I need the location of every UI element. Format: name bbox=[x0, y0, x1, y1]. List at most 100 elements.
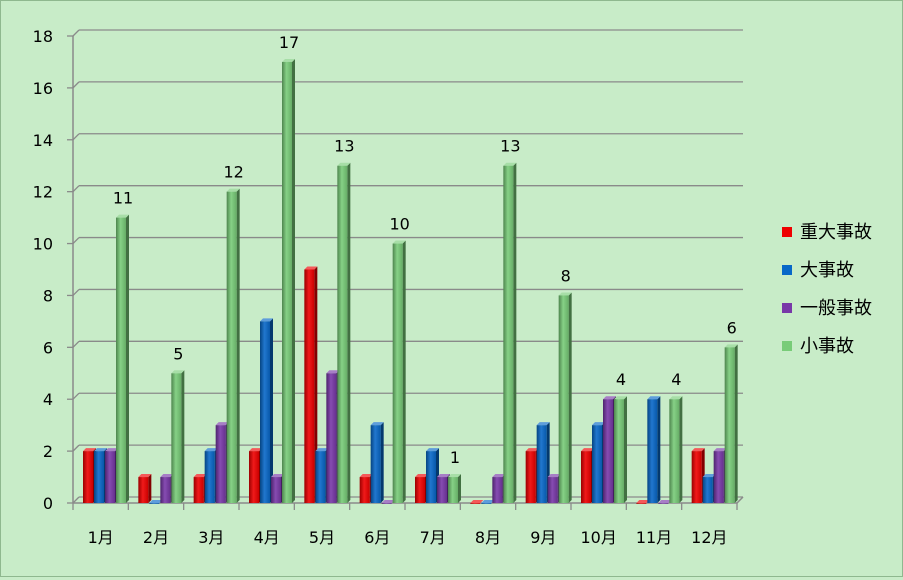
x-tick-label: 7月 bbox=[420, 528, 446, 547]
gridline-diagonal bbox=[72, 392, 80, 400]
bar-front bbox=[713, 451, 724, 503]
bar bbox=[304, 266, 318, 503]
bar-top bbox=[669, 396, 683, 400]
y-tick-label: 2 bbox=[43, 442, 53, 461]
data-label: 6 bbox=[727, 318, 737, 337]
bar-top bbox=[171, 370, 185, 374]
gridline-diagonal bbox=[72, 237, 80, 245]
x-tick-label: 3月 bbox=[198, 528, 224, 547]
bar-side bbox=[181, 370, 185, 503]
bar-front bbox=[492, 477, 503, 503]
gridline-diagonal bbox=[72, 81, 80, 89]
bar-top bbox=[437, 474, 450, 478]
data-label: 12 bbox=[223, 163, 243, 182]
bar-top bbox=[149, 500, 163, 503]
bar-top bbox=[448, 474, 461, 478]
bar bbox=[260, 318, 273, 503]
bar-top bbox=[525, 448, 539, 452]
bar bbox=[448, 474, 461, 503]
bar-top bbox=[359, 474, 373, 478]
bar bbox=[503, 162, 517, 503]
bar-front bbox=[636, 503, 647, 504]
x-axis-floor-edge bbox=[736, 496, 744, 504]
x-tick-label: 2月 bbox=[143, 528, 169, 547]
legend-label: 重大事故 bbox=[800, 222, 872, 243]
bar-front bbox=[381, 503, 392, 504]
bar-front bbox=[536, 425, 547, 503]
x-tick-label: 6月 bbox=[364, 528, 390, 547]
bar-front bbox=[415, 477, 425, 503]
bar-side bbox=[314, 266, 318, 503]
gridline-diagonal bbox=[72, 496, 80, 504]
bar-front bbox=[116, 217, 126, 503]
data-label: 8 bbox=[561, 266, 571, 285]
legend-swatch bbox=[782, 227, 792, 237]
bar-side bbox=[734, 344, 738, 503]
legend-swatch bbox=[782, 265, 792, 275]
bar bbox=[658, 500, 672, 504]
bar-top bbox=[215, 422, 229, 426]
gridline-diagonal bbox=[72, 185, 80, 193]
bar-side bbox=[380, 422, 384, 503]
bar-top bbox=[94, 448, 107, 452]
bar bbox=[647, 396, 661, 503]
gridline-diagonal bbox=[72, 444, 80, 452]
bar-front bbox=[171, 373, 182, 503]
bar-top bbox=[558, 292, 572, 296]
y-tick-label: 12 bbox=[33, 183, 53, 202]
bar bbox=[558, 292, 572, 503]
bar-top bbox=[658, 500, 672, 503]
y-tick-label: 14 bbox=[33, 131, 53, 150]
bar-front bbox=[470, 503, 481, 504]
bar-front bbox=[249, 451, 259, 503]
bar-top bbox=[647, 396, 661, 400]
legend-label: 一般事故 bbox=[800, 298, 872, 319]
bar-top bbox=[282, 58, 295, 62]
gridline-diagonal bbox=[72, 29, 80, 37]
bar-front bbox=[149, 503, 160, 504]
bar-front bbox=[581, 451, 591, 503]
bar-front bbox=[160, 477, 171, 503]
bar-front bbox=[702, 477, 713, 503]
bar bbox=[282, 58, 295, 503]
data-label: 13 bbox=[500, 137, 520, 156]
bar-front bbox=[437, 477, 447, 503]
bar-front bbox=[724, 347, 735, 503]
y-tick-label: 6 bbox=[43, 338, 53, 357]
bar-top bbox=[592, 422, 605, 426]
bar-front bbox=[448, 477, 458, 503]
bar-top bbox=[381, 500, 395, 503]
bar-side bbox=[624, 396, 627, 503]
bar-side bbox=[148, 474, 152, 503]
bar-front bbox=[215, 425, 226, 503]
bar-top bbox=[83, 448, 96, 452]
bar-top bbox=[415, 474, 428, 478]
bar-side bbox=[657, 396, 661, 503]
x-tick-label: 5月 bbox=[309, 528, 335, 547]
data-labels: 11 5 12 17 13 10 1 13 8 4 4 6 bbox=[113, 33, 737, 467]
bar-top bbox=[271, 474, 284, 478]
bar-top bbox=[636, 500, 650, 503]
bar-front bbox=[603, 399, 613, 503]
bar-top bbox=[724, 344, 738, 348]
bar-front bbox=[426, 451, 436, 503]
data-label: 17 bbox=[279, 33, 299, 52]
bar-front bbox=[105, 451, 115, 503]
y-tick-label: 4 bbox=[43, 390, 53, 409]
bar-top bbox=[581, 448, 594, 452]
bar-top bbox=[249, 448, 262, 452]
bar bbox=[381, 500, 395, 504]
bar-top bbox=[326, 370, 340, 374]
data-label: 5 bbox=[173, 344, 183, 363]
bar-top bbox=[426, 448, 439, 452]
bar-top bbox=[116, 214, 129, 218]
gridline-diagonal bbox=[72, 340, 80, 348]
bar-top bbox=[603, 396, 616, 400]
bar-top bbox=[204, 448, 218, 452]
bar-front bbox=[481, 503, 492, 504]
bar-top bbox=[536, 422, 550, 426]
